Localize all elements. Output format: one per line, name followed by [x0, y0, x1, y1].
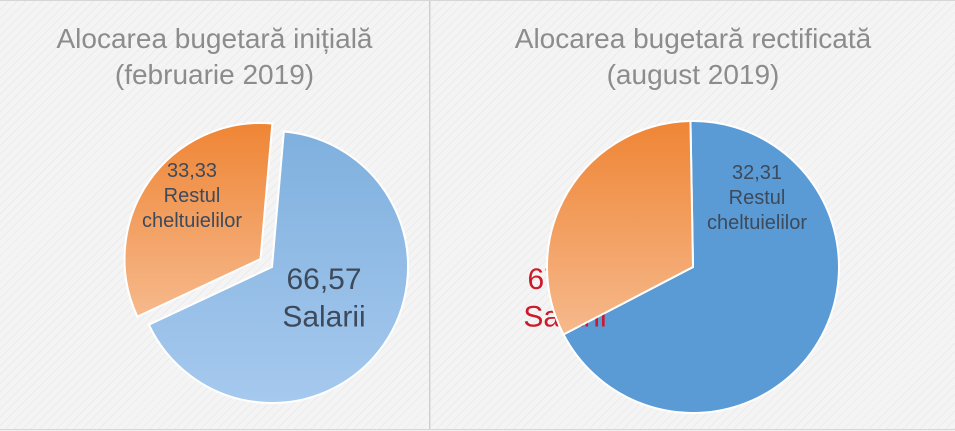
data-label-restul-cheltuielilor: 32,31 Restul cheltuielilor: [707, 162, 807, 234]
slice-value-label: 33,33: [167, 160, 217, 182]
chart-subtitle: (august 2019): [606, 59, 780, 90]
pie-slice-salarii: [147, 130, 409, 405]
slice-name-label: cheltuielilor: [707, 212, 807, 234]
slice-name-label: Restul: [729, 187, 786, 209]
chart-title: Alocarea bugetară inițială (februarie 20…: [0, 21, 429, 93]
slice-name-label: cheltuielilor: [142, 210, 242, 232]
slice-value-label: 32,31: [732, 162, 782, 184]
chart-panel-initial: Alocarea bugetară inițială (februarie 20…: [0, 0, 430, 430]
slice-name-label: Salarii: [282, 300, 365, 333]
chart-panel-rectified: Alocarea bugetară rectificată (august 20…: [430, 0, 955, 430]
pie-slice-salarii: [562, 120, 840, 414]
chart-subtitle: (februarie 2019): [114, 59, 315, 90]
slice-name-label: Restul: [164, 185, 221, 207]
slice-value-label: 66,57: [286, 263, 361, 296]
data-label-salarii: 66,57 Salarii: [282, 263, 365, 334]
chart-title-line: Alocarea bugetară rectificată: [514, 23, 872, 54]
chart-title: Alocarea bugetară rectificată (august 20…: [431, 21, 955, 93]
pie-slice-restul-cheltuielilor: [545, 120, 695, 336]
pie-slice-restul-cheltuielilor: [123, 122, 274, 319]
data-label-restul-cheltuielilor: 33,33 Restul cheltuielilor: [142, 160, 242, 232]
chart-title-line: Alocarea bugetară inițială: [56, 23, 373, 54]
pie-chart-initial: 66,57 Salarii 33,33 Restul cheltuielilor: [123, 122, 409, 405]
